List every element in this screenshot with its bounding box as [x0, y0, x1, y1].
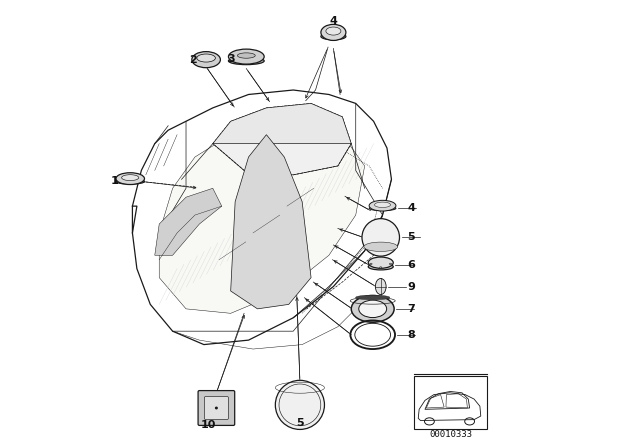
Text: 6: 6	[407, 260, 415, 270]
Text: 00010333: 00010333	[429, 430, 472, 439]
Ellipse shape	[370, 263, 372, 265]
Ellipse shape	[116, 173, 145, 185]
Ellipse shape	[369, 200, 396, 211]
Text: 1: 1	[111, 176, 118, 185]
Text: 5: 5	[296, 418, 304, 428]
Text: 4: 4	[330, 16, 337, 26]
Polygon shape	[230, 135, 311, 309]
Ellipse shape	[351, 296, 394, 322]
Ellipse shape	[321, 24, 346, 40]
Bar	[414, 376, 488, 430]
Ellipse shape	[326, 27, 341, 35]
Ellipse shape	[364, 242, 397, 251]
Ellipse shape	[321, 33, 346, 40]
Ellipse shape	[356, 295, 390, 300]
Ellipse shape	[228, 57, 264, 65]
Ellipse shape	[237, 53, 255, 58]
Ellipse shape	[368, 257, 393, 268]
Text: 8: 8	[407, 330, 415, 340]
Ellipse shape	[376, 279, 386, 295]
Ellipse shape	[215, 406, 218, 409]
Text: 5: 5	[407, 233, 415, 242]
Ellipse shape	[374, 202, 390, 207]
FancyBboxPatch shape	[204, 396, 228, 419]
Text: 9: 9	[407, 281, 415, 292]
Ellipse shape	[228, 49, 264, 64]
Ellipse shape	[359, 300, 387, 318]
Ellipse shape	[380, 267, 382, 268]
Ellipse shape	[362, 219, 399, 256]
Text: 3: 3	[227, 54, 234, 64]
Ellipse shape	[369, 206, 396, 211]
Ellipse shape	[122, 175, 139, 181]
Ellipse shape	[116, 179, 145, 184]
Ellipse shape	[368, 263, 393, 270]
Text: 4: 4	[407, 203, 415, 213]
Text: 7: 7	[407, 304, 415, 314]
Polygon shape	[213, 103, 351, 144]
Ellipse shape	[389, 263, 392, 265]
Ellipse shape	[192, 52, 220, 68]
Polygon shape	[155, 188, 221, 255]
Polygon shape	[213, 103, 351, 175]
Ellipse shape	[197, 54, 216, 62]
Text: 10: 10	[201, 420, 216, 430]
Text: 2: 2	[189, 55, 197, 65]
FancyBboxPatch shape	[198, 391, 235, 426]
Ellipse shape	[275, 380, 324, 430]
Polygon shape	[159, 121, 365, 313]
